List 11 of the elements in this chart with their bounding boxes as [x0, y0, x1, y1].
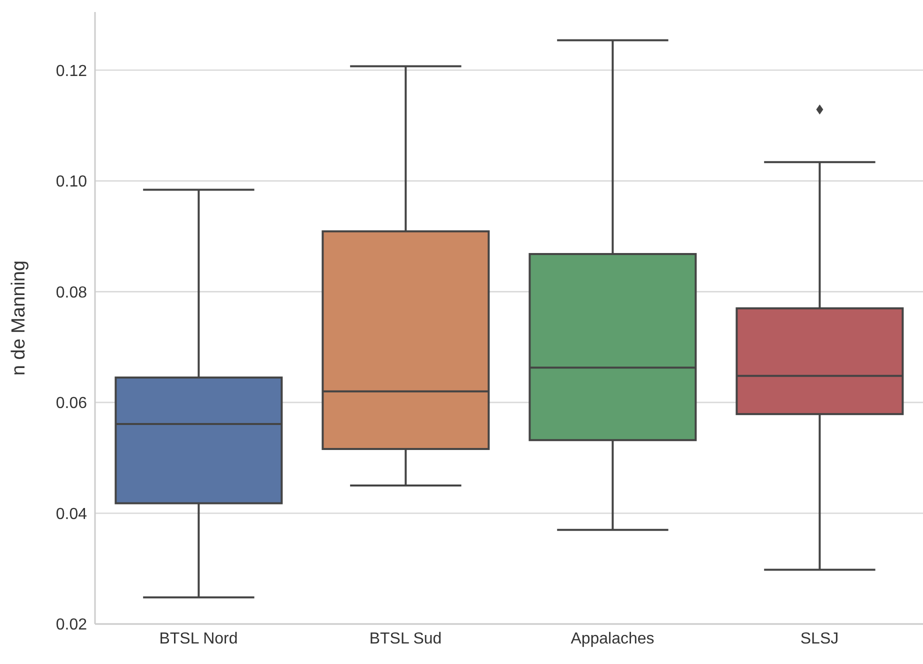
y-tick-label: 0.10 [56, 174, 88, 191]
y-tick-label: 0.06 [56, 395, 88, 412]
y-axis-title: n de Manning [8, 260, 30, 376]
x-tick-label: Appalaches [570, 630, 654, 648]
x-tick-label: SLSJ [800, 630, 839, 648]
y-tick-label: 0.02 [56, 616, 88, 634]
y-tick-label: 0.04 [56, 506, 88, 523]
y-tick-label: 0.08 [56, 284, 88, 302]
x-tick-label: BTSL Nord [159, 630, 238, 648]
x-tick-label: BTSL Sud [369, 630, 442, 648]
y-tick-label: 0.12 [56, 62, 88, 80]
